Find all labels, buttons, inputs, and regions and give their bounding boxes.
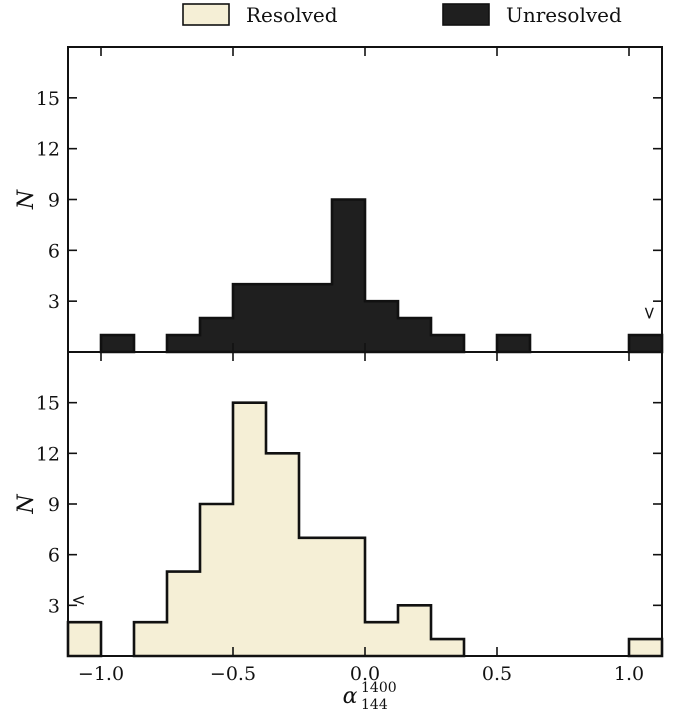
legend-swatch-resolved <box>182 3 230 26</box>
bar-top-6 <box>332 200 365 353</box>
bar-bottom-0 <box>68 622 101 656</box>
histogram-unresolved <box>99 198 664 354</box>
legend-label-unresolved: Unresolved <box>506 3 622 27</box>
limit-marker-bottom: < <box>71 590 85 610</box>
legend-swatch-unresolved <box>442 3 490 26</box>
bar-top-0 <box>101 335 134 352</box>
xlabel-sup: 1400 <box>361 680 397 696</box>
xtick-label-1: −0.5 <box>210 663 256 685</box>
bar-bottom-10 <box>431 639 464 656</box>
bar-bottom-7 <box>332 538 365 656</box>
ytick-label-top-4: 15 <box>36 88 60 110</box>
ytick-label-top-2: 9 <box>48 190 60 212</box>
ytick-label-bottom-0: 3 <box>48 595 60 617</box>
ytick-label-top-1: 6 <box>48 240 60 262</box>
xlabel-sub: 144 <box>361 697 388 711</box>
xtick-label-0: −1.0 <box>78 663 124 685</box>
bar-bottom-2 <box>167 572 200 656</box>
ytick-label-bottom-4: 15 <box>36 393 60 415</box>
panel-top: 3 6 9 12 15 N > <box>14 46 664 354</box>
bar-top-1 <box>167 335 200 352</box>
bar-bottom-11 <box>629 639 662 656</box>
ylabel-top: N <box>14 189 39 210</box>
xtick-label-4: 1.0 <box>614 663 644 685</box>
xtick-label-3: 0.5 <box>482 663 512 685</box>
ylabel-bottom: N <box>14 494 39 515</box>
legend: Resolved Unresolved <box>182 3 622 27</box>
bar-top-3 <box>233 284 266 352</box>
xtick-label-2: 0.0 <box>350 663 380 685</box>
ytick-label-bottom-2: 9 <box>48 494 60 516</box>
bar-bottom-9 <box>398 605 431 656</box>
bar-bottom-6 <box>299 538 332 656</box>
bar-top-4 <box>266 284 299 352</box>
bar-top-10 <box>497 335 530 352</box>
bar-top-5 <box>299 284 332 352</box>
bar-bottom-3 <box>200 504 233 656</box>
bar-top-8 <box>398 318 431 352</box>
ytick-label-top-3: 12 <box>36 139 60 161</box>
bar-top-2 <box>200 318 233 352</box>
bar-bottom-8 <box>365 622 398 656</box>
bar-bottom-5 <box>266 453 299 656</box>
xlabel-base: α <box>343 684 358 709</box>
bar-bottom-1 <box>134 622 167 656</box>
ytick-label-bottom-3: 12 <box>36 443 60 465</box>
ytick-label-top-0: 3 <box>48 291 60 313</box>
legend-label-resolved: Resolved <box>246 3 338 27</box>
limit-marker-top: > <box>639 306 659 320</box>
panel-bottom: 3 6 9 12 15 N < <box>14 351 664 658</box>
bar-top-7 <box>365 301 398 352</box>
bar-bottom-4 <box>233 403 266 656</box>
bar-top-11 <box>629 335 662 352</box>
ytick-label-bottom-1: 6 <box>48 545 60 567</box>
bar-top-9 <box>431 335 464 352</box>
